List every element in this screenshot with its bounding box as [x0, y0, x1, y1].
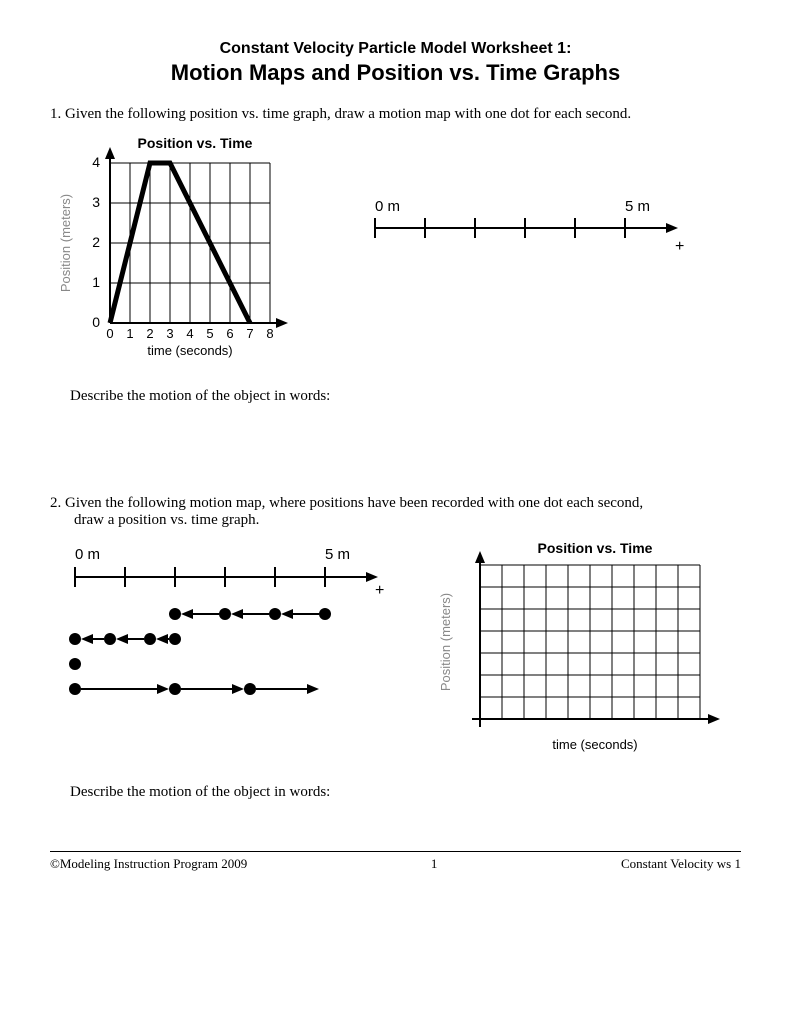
q1-ylabel: Position (meters): [58, 194, 73, 292]
motion-row-1: [169, 608, 331, 620]
motion-row-3: [69, 658, 81, 670]
svg-text:6: 6: [226, 326, 233, 341]
svg-text:1: 1: [92, 274, 100, 290]
q1-xlabel: time (seconds): [147, 343, 232, 358]
q2-chart-title: Position vs. Time: [538, 540, 653, 556]
q1-position-time-chart: Position vs. Time 0 1: [50, 133, 310, 373]
svg-text:1: 1: [126, 326, 133, 341]
svg-text:0: 0: [92, 314, 100, 330]
q2-xlabel: time (seconds): [552, 737, 637, 752]
svg-text:5: 5: [206, 326, 213, 341]
motion-row-4: [69, 683, 319, 695]
question-1-text: 1. Given the following position vs. time…: [50, 106, 741, 123]
footer-left: ©Modeling Instruction Program 2009: [50, 856, 247, 872]
svg-text:+: +: [375, 582, 384, 599]
q2-blank-chart: Position vs. Time: [430, 539, 730, 769]
svg-text:2: 2: [146, 326, 153, 341]
q1-describe-prompt: Describe the motion of the object in wor…: [70, 388, 741, 405]
footer-center: 1: [431, 856, 438, 872]
worksheet-title: Motion Maps and Position vs. Time Graphs: [50, 60, 741, 86]
svg-text:7: 7: [246, 326, 253, 341]
q1-chart-title: Position vs. Time: [138, 135, 253, 151]
svg-text:4: 4: [186, 326, 193, 341]
motion-row-2: [69, 633, 181, 645]
footer-right: Constant Velocity ws 1: [621, 856, 741, 872]
q2-describe-prompt: Describe the motion of the object in wor…: [70, 784, 741, 801]
page-footer: ©Modeling Instruction Program 2009 1 Con…: [50, 851, 741, 872]
svg-text:8: 8: [266, 326, 273, 341]
svg-text:3: 3: [92, 194, 100, 210]
q2-motion-map: 0 m 5 m +: [50, 539, 390, 739]
svg-text:+: +: [675, 238, 684, 255]
svg-text:5 m: 5 m: [625, 198, 650, 215]
q1-number-line: 0 m 5 m +: [350, 183, 690, 273]
svg-text:2: 2: [92, 234, 100, 250]
svg-text:0: 0: [106, 326, 113, 341]
worksheet-subtitle: Constant Velocity Particle Model Workshe…: [50, 40, 741, 58]
q2-grid: [480, 565, 700, 719]
svg-text:3: 3: [166, 326, 173, 341]
svg-text:0 m: 0 m: [375, 198, 400, 215]
svg-text:5 m: 5 m: [325, 546, 350, 563]
svg-text:4: 4: [92, 154, 100, 170]
question-2-text: 2. Given the following motion map, where…: [50, 495, 741, 529]
q2-ylabel: Position (meters): [438, 593, 453, 691]
svg-text:0 m: 0 m: [75, 546, 100, 563]
q1-grid: [110, 163, 270, 323]
